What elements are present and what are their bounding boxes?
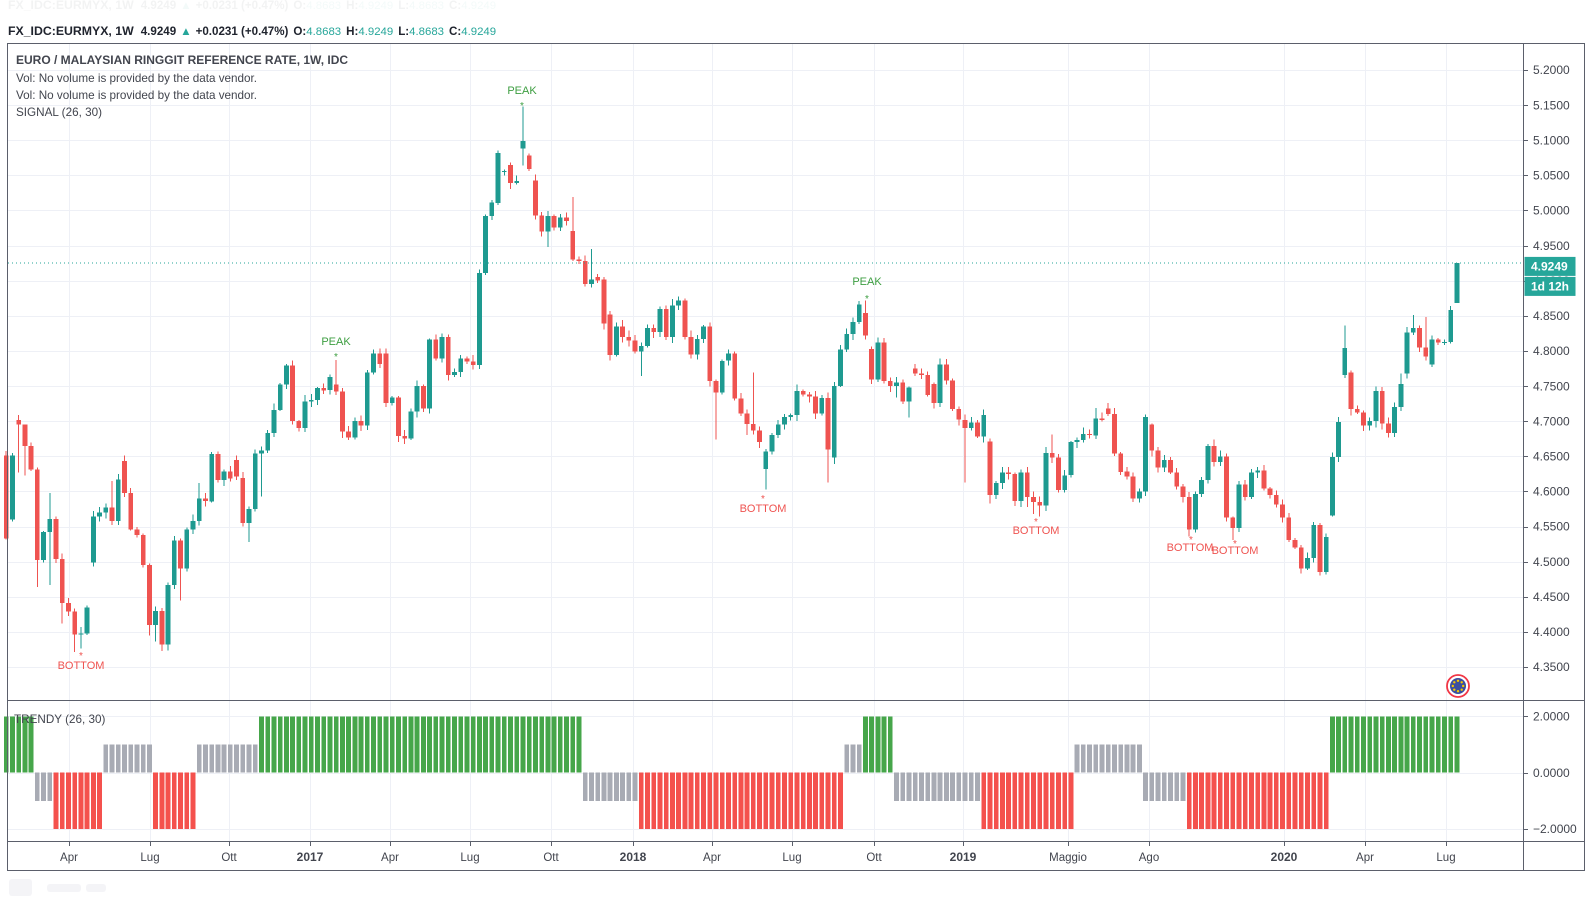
svg-text:Lug: Lug [1436,852,1455,864]
svg-text:2017: 2017 [297,850,324,864]
svg-text:PEAK: PEAK [507,85,537,97]
svg-text:BOTTOM: BOTTOM [740,503,787,515]
svg-text:4.7000: 4.7000 [1533,414,1570,428]
svg-text:TRENDY (26, 30): TRENDY (26, 30) [14,713,105,726]
svg-text:BOTTOM: BOTTOM [58,660,105,672]
svg-text:4.6000: 4.6000 [1533,485,1570,499]
svg-text:Ago: Ago [1139,852,1159,864]
svg-text:Apr: Apr [381,852,399,864]
svg-text:*: * [761,494,765,505]
svg-text:*: * [1034,517,1038,528]
svg-text:Ott: Ott [221,852,237,864]
svg-text:*: * [865,294,869,305]
svg-text:Apr: Apr [1356,852,1374,864]
svg-text:4.4000: 4.4000 [1533,625,1570,639]
svg-text:BOTTOM: BOTTOM [1167,542,1214,554]
svg-text:*: * [79,651,83,662]
svg-text:2018: 2018 [620,850,647,864]
svg-text:Lug: Lug [460,852,479,864]
svg-text:5.1000: 5.1000 [1533,133,1570,147]
svg-text:5.2000: 5.2000 [1533,63,1570,77]
svg-text:*: * [1233,539,1237,550]
svg-text:5.0500: 5.0500 [1533,169,1570,183]
svg-text:4.8000: 4.8000 [1533,344,1570,358]
svg-text:Ott: Ott [866,852,882,864]
svg-text:*: * [334,352,338,363]
svg-text:Vol: No volume is provided by: Vol: No volume is provided by the data v… [16,72,257,85]
svg-text:2020: 2020 [1271,850,1298,864]
svg-text:Apr: Apr [703,852,721,864]
svg-text:5.0000: 5.0000 [1533,204,1570,218]
svg-text:SIGNAL (26, 30): SIGNAL (26, 30) [16,106,102,119]
svg-text:BOTTOM: BOTTOM [1013,525,1060,537]
svg-text:Maggio: Maggio [1049,852,1087,864]
svg-text:Lug: Lug [140,852,159,864]
svg-text:4.5000: 4.5000 [1533,555,1570,569]
svg-text:4.7500: 4.7500 [1533,379,1570,393]
svg-text:4.3500: 4.3500 [1533,660,1570,674]
svg-text:4.4500: 4.4500 [1533,590,1570,604]
svg-text:*: * [520,101,524,112]
svg-text:*: * [1189,535,1193,546]
svg-text:4.6500: 4.6500 [1533,450,1570,464]
svg-text:4.8500: 4.8500 [1533,309,1570,323]
svg-text:1d 12h: 1d 12h [1531,280,1569,294]
svg-text:Vol: No volume is provided by: Vol: No volume is provided by the data v… [16,89,257,102]
svg-text:2019: 2019 [950,850,977,864]
svg-text:2.0000: 2.0000 [1533,710,1570,724]
svg-text:Ott: Ott [543,852,559,864]
svg-text:PEAK: PEAK [321,336,351,348]
svg-text:0.0000: 0.0000 [1533,766,1570,780]
svg-text:4.9249: 4.9249 [1531,260,1568,274]
svg-text:PEAK: PEAK [852,276,882,288]
svg-text:Lug: Lug [782,852,801,864]
svg-text:5.1500: 5.1500 [1533,98,1570,112]
svg-text:FX_IDC:EURMYX, 1W4.9249▲+0.023: FX_IDC:EURMYX, 1W 4.9249 ▲ +0.0231 (+0.47%)… [8,0,496,12]
svg-text:EURO / MALAYSIAN RINGGIT REFER: EURO / MALAYSIAN RINGGIT REFERENCE RATE,… [16,53,348,67]
svg-text:BOTTOM: BOTTOM [1212,545,1259,557]
svg-text:4.5500: 4.5500 [1533,520,1570,534]
svg-text:FX_IDC:EURMYX, 1W4.9249▲+0.023: FX_IDC:EURMYX, 1W 4.9249 ▲ +0.0231 (+0.47%)… [8,24,496,38]
svg-text:−2.0000: −2.0000 [1533,822,1577,836]
svg-text:4.9500: 4.9500 [1533,239,1570,253]
svg-text:Apr: Apr [60,852,78,864]
